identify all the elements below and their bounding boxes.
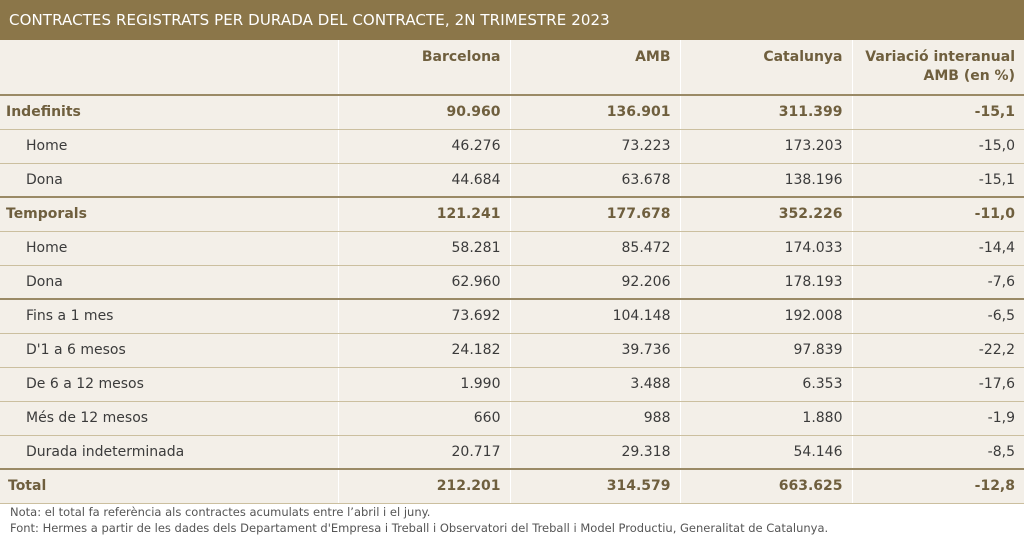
cell-variacio: -15,1 [852,95,1024,130]
cell-barcelona: 46.276 [338,129,511,164]
cell-catalunya: 178.193 [680,265,853,300]
row-label: Més de 12 mesos [0,401,339,436]
table-title: CONTRACTES REGISTRATS PER DURADA DEL CON… [0,0,1024,40]
header-row: Barcelona AMB Catalunya Variació interan… [0,40,1024,96]
cell-variacio: -12,8 [852,468,1024,504]
row-label: Durada indeterminada [0,435,339,470]
cell-catalunya: 311.399 [680,95,853,130]
table-row: D'1 a 6 mesos 24.182 39.736 97.839 -22,2 [0,333,1024,368]
cell-amb: 85.472 [510,231,681,266]
cell-variacio: -17,6 [852,367,1024,402]
cell-barcelona: 58.281 [338,231,511,266]
cell-catalunya: 1.880 [680,401,853,436]
cell-variacio: -6,5 [852,298,1024,334]
table-row: Home 46.276 73.223 173.203 -15,0 [0,129,1024,164]
cell-barcelona: 212.201 [338,468,511,504]
cell-variacio: -8,5 [852,435,1024,470]
cell-barcelona: 660 [338,401,511,436]
row-label: D'1 a 6 mesos [0,333,339,368]
table-row: De 6 a 12 mesos 1.990 3.488 6.353 -17,6 [0,367,1024,402]
cell-variacio: -15,0 [852,129,1024,164]
table-row: Dona 44.684 63.678 138.196 -15,1 [0,163,1024,198]
cell-catalunya: 138.196 [680,163,853,198]
cell-variacio: -14,4 [852,231,1024,266]
cell-amb: 29.318 [510,435,681,470]
table-row: Més de 12 mesos 660 988 1.880 -1,9 [0,401,1024,436]
header-barcelona: Barcelona [338,40,511,96]
cell-catalunya: 97.839 [680,333,853,368]
cell-catalunya: 54.146 [680,435,853,470]
cell-amb: 39.736 [510,333,681,368]
table-row: Dona 62.960 92.206 178.193 -7,6 [0,265,1024,300]
cell-barcelona: 1.990 [338,367,511,402]
cell-amb: 177.678 [510,196,681,232]
cell-amb: 92.206 [510,265,681,300]
group-row: Temporals 121.241 177.678 352.226 -11,0 [0,196,1024,232]
cell-barcelona: 62.960 [338,265,511,300]
cell-amb: 314.579 [510,468,681,504]
cell-amb: 136.901 [510,95,681,130]
footnotes: Nota: el total fa referència als contrac… [10,504,1020,536]
cell-amb: 104.148 [510,298,681,334]
cell-variacio: -22,2 [852,333,1024,368]
note-text: Nota: el total fa referència als contrac… [10,505,431,519]
cell-catalunya: 173.203 [680,129,853,164]
cell-barcelona: 121.241 [338,196,511,232]
row-label: Total [0,468,339,504]
contracts-table: Barcelona AMB Catalunya Variació interan… [0,40,1024,504]
row-label: Indefinits [0,95,339,130]
table-row: Durada indeterminada 20.717 29.318 54.146 -8… [0,435,1024,470]
row-label: Temporals [0,196,339,232]
cell-catalunya: 352.226 [680,196,853,232]
cell-barcelona: 90.960 [338,95,511,130]
cell-catalunya: 663.625 [680,468,853,504]
cell-amb: 988 [510,401,681,436]
row-label: De 6 a 12 mesos [0,367,339,402]
cell-amb: 73.223 [510,129,681,164]
cell-barcelona: 20.717 [338,435,511,470]
cell-catalunya: 174.033 [680,231,853,266]
cell-variacio: -11,0 [852,196,1024,232]
row-label: Fins a 1 mes [0,298,339,334]
cell-variacio: -7,6 [852,265,1024,300]
table-row: Home 58.281 85.472 174.033 -14,4 [0,231,1024,266]
header-empty [0,40,339,96]
header-amb: AMB [510,40,681,96]
cell-barcelona: 24.182 [338,333,511,368]
row-label: Dona [0,265,339,300]
row-label: Dona [0,163,339,198]
header-variacio: Variació interanual AMB (en %) [852,40,1024,96]
row-label: Home [0,231,339,266]
cell-amb: 63.678 [510,163,681,198]
cell-variacio: -15,1 [852,163,1024,198]
cell-amb: 3.488 [510,367,681,402]
table-row: Fins a 1 mes 73.692 104.148 192.008 -6,5 [0,298,1024,334]
cell-variacio: -1,9 [852,401,1024,436]
cell-barcelona: 44.684 [338,163,511,198]
header-catalunya: Catalunya [680,40,853,96]
group-row: Indefinits 90.960 136.901 311.399 -15,1 [0,95,1024,130]
cell-barcelona: 73.692 [338,298,511,334]
cell-catalunya: 6.353 [680,367,853,402]
source-text: Font: Hermes a partir de les dades dels … [10,521,829,535]
total-row: Total 212.201 314.579 663.625 -12,8 [0,468,1024,504]
row-label: Home [0,129,339,164]
cell-catalunya: 192.008 [680,298,853,334]
